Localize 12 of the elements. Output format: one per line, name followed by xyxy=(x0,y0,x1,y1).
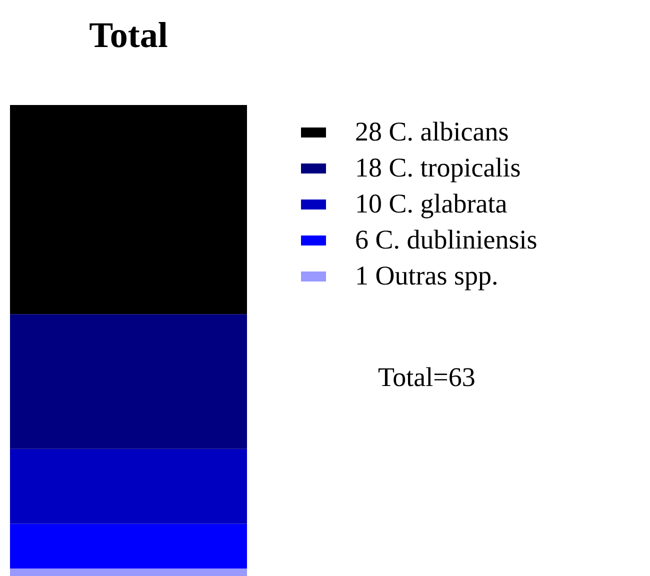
bar xyxy=(10,448,247,524)
legend-label: 18 C. tropicalis xyxy=(355,152,521,182)
text: Total=63 xyxy=(378,362,476,393)
legend-label: 10 C. glabrata xyxy=(355,188,508,218)
legend-label: 1 Outras spp. xyxy=(355,260,498,290)
legend-label: 6 C. dubliniensis xyxy=(355,224,538,254)
legend-label: 28 C. albicans xyxy=(355,116,509,146)
bar xyxy=(10,524,247,568)
chart-title: Total xyxy=(89,15,168,55)
bar xyxy=(10,314,247,449)
bar xyxy=(10,568,247,576)
bar xyxy=(10,105,247,314)
